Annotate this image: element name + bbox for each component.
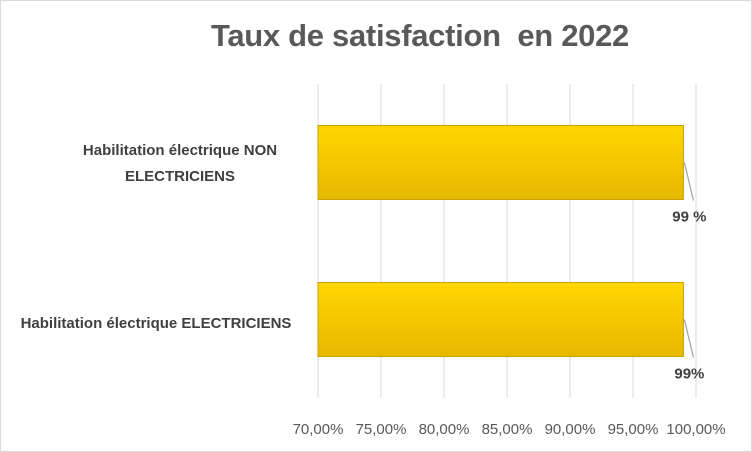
x-tick-label: 95,00% <box>608 421 659 438</box>
data-label: 99% <box>674 366 704 383</box>
category-label-electriciens: Habilitation électrique ELECTRICIENS <box>20 315 292 332</box>
x-tick-label: 75,00% <box>356 421 407 438</box>
bar <box>317 282 684 357</box>
x-tick-label: 80,00% <box>419 421 470 438</box>
bar <box>317 125 684 200</box>
data-label-leader <box>683 162 695 201</box>
x-tick-label: 70,00% <box>293 421 344 438</box>
data-label: 99 % <box>672 209 706 226</box>
x-tick-label: 100,00% <box>666 421 725 438</box>
x-tick-label: 85,00% <box>482 421 533 438</box>
x-tick-label: 90,00% <box>545 421 596 438</box>
chart-title: Taux de satisfaction en 2022 <box>210 18 629 53</box>
data-label-leader <box>683 319 695 358</box>
category-label-non-electriciens: Habilitation électrique NON ELECTRICIENS <box>82 142 278 185</box>
